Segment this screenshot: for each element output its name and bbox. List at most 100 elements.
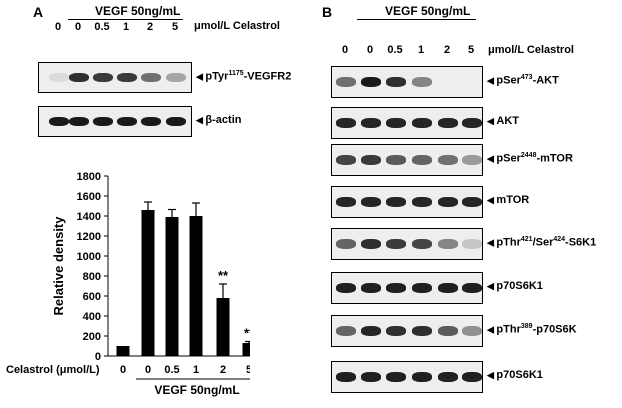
x-category-label: 2 bbox=[220, 364, 226, 376]
panel-b-treatment-line bbox=[357, 19, 476, 20]
panel-a-lane-label: 0 bbox=[74, 21, 82, 33]
panel-b-band bbox=[386, 117, 406, 129]
panel-b-band bbox=[438, 238, 458, 250]
significance-marker: ** bbox=[244, 326, 250, 341]
bar bbox=[242, 343, 250, 356]
relative-density-chart: 020040060080010001200140016001800Relativ… bbox=[6, 171, 250, 397]
panel-b-band bbox=[361, 371, 381, 383]
panel-b-blot-label: ◀ AKT bbox=[487, 115, 519, 127]
panel-b-band bbox=[462, 371, 482, 383]
panel-b-band bbox=[386, 371, 406, 383]
blot-label-text: pSer bbox=[496, 74, 521, 87]
panel-b-band bbox=[386, 76, 406, 88]
panel-a-letter: A bbox=[33, 4, 44, 20]
panel-b-lane-label: 0 bbox=[341, 44, 349, 56]
blot-label-text: pSer bbox=[496, 152, 521, 165]
panel-b-blot bbox=[331, 144, 483, 176]
pointer-arrow-icon: ◀ bbox=[487, 237, 497, 248]
panel-b-blot bbox=[331, 272, 483, 304]
panel-b-band bbox=[386, 282, 406, 294]
blot-label-text: -p70S6K bbox=[532, 323, 577, 336]
pointer-arrow-icon: ◀ bbox=[487, 116, 497, 126]
significance-marker: ** bbox=[218, 268, 229, 283]
blot-label-superscript: 421 bbox=[520, 236, 533, 243]
panel-b-band bbox=[412, 76, 432, 88]
y-tick-label: 1800 bbox=[77, 171, 101, 183]
bar bbox=[189, 216, 203, 356]
panel-a-lane-label: 0 bbox=[54, 21, 62, 33]
panel-a-band bbox=[49, 72, 69, 83]
panel-b-lane-label: 5 bbox=[467, 44, 475, 56]
panel-a-blot-label: ◀ pTyr1175-VEGFR2 bbox=[196, 70, 291, 83]
panel-b-band bbox=[386, 325, 406, 337]
panel-a-blot bbox=[38, 62, 192, 93]
x-axis-label: Celastrol (μmol/L) bbox=[6, 364, 100, 376]
panel-b-blot bbox=[331, 66, 483, 98]
panel-b-band bbox=[462, 325, 482, 337]
panel-a-band bbox=[166, 116, 186, 127]
panel-b-band bbox=[438, 371, 458, 383]
blot-label-text: pTyr bbox=[205, 70, 229, 83]
panel-b-band bbox=[386, 238, 406, 250]
panel-a-treatment-line bbox=[68, 19, 183, 20]
panel-b-blot-label: ◀ pThr421/Ser424-S6K1 bbox=[487, 236, 596, 249]
panel-b-band bbox=[462, 154, 482, 166]
pointer-arrow-icon: ◀ bbox=[487, 75, 497, 86]
panel-a-band bbox=[69, 116, 89, 127]
blot-label-text: AKT bbox=[496, 115, 520, 127]
pointer-arrow-icon: ◀ bbox=[487, 324, 497, 335]
panel-a-unit-label: μmol/L Celastrol bbox=[194, 20, 280, 32]
panel-b-unit-label: μmol/L Celastrol bbox=[488, 44, 574, 56]
y-tick-label: 600 bbox=[83, 291, 101, 303]
panel-a-lane-label: 1 bbox=[122, 21, 130, 33]
bar bbox=[116, 346, 130, 356]
y-tick-label: 1000 bbox=[77, 251, 101, 263]
panel-b-band bbox=[462, 196, 482, 208]
panel-b-blot bbox=[331, 107, 483, 139]
blot-label-text: -S6K1 bbox=[565, 236, 597, 249]
y-tick-label: 1400 bbox=[77, 211, 101, 223]
panel-b-band bbox=[438, 196, 458, 208]
panel-b-band bbox=[412, 196, 432, 208]
panel-b-blot-label: ◀ p70S6K1 bbox=[487, 369, 543, 381]
panel-a-band bbox=[93, 72, 113, 83]
x-category-label: 0.5 bbox=[164, 364, 179, 376]
x-category-label: 0 bbox=[120, 364, 126, 376]
panel-b-band bbox=[336, 325, 356, 337]
panel-a-lane-label: 0.5 bbox=[94, 21, 110, 33]
panel-b-band bbox=[361, 76, 381, 88]
panel-b-band bbox=[361, 196, 381, 208]
blot-label-superscript: 473 bbox=[520, 74, 533, 81]
panel-b-blot bbox=[331, 228, 483, 260]
panel-b-lane-label: 1 bbox=[417, 44, 425, 56]
blot-label-superscript: 424 bbox=[553, 236, 566, 243]
panel-b-blot-label: ◀ pThr389-p70S6K bbox=[487, 323, 577, 336]
panel-b-band bbox=[336, 117, 356, 129]
panel-b-band bbox=[438, 282, 458, 294]
panel-b-band bbox=[438, 325, 458, 337]
pointer-arrow-icon: ◀ bbox=[487, 195, 497, 205]
panel-b-band bbox=[361, 238, 381, 250]
panel-b-band bbox=[361, 282, 381, 294]
panel-b-treatment-header: VEGF 50ng/mL bbox=[385, 4, 471, 18]
panel-b-band bbox=[412, 325, 432, 337]
panel-b-band bbox=[336, 154, 356, 166]
panel-b-band bbox=[462, 238, 482, 250]
blot-label-superscript: 389 bbox=[520, 323, 533, 330]
panel-b-blot bbox=[331, 361, 483, 393]
bar bbox=[216, 298, 230, 356]
blot-label-superscript: 2448 bbox=[520, 152, 537, 159]
x-category-label: 5 bbox=[246, 364, 250, 376]
pointer-arrow-icon: ◀ bbox=[196, 71, 206, 82]
panel-a-blot bbox=[38, 106, 192, 137]
blot-label-text: /Ser bbox=[532, 236, 554, 249]
panel-b-band bbox=[336, 282, 356, 294]
blot-label-text: β-actin bbox=[205, 113, 242, 126]
panel-b-lane-label: 0 bbox=[366, 44, 374, 56]
blot-label-text: -AKT bbox=[532, 74, 559, 87]
panel-a-blot-label: ◀ β-actin bbox=[196, 114, 241, 126]
blot-label-text: p70S6K1 bbox=[496, 369, 543, 381]
panel-b-band bbox=[361, 325, 381, 337]
blot-label-text: mTOR bbox=[496, 194, 530, 206]
panel-b-band bbox=[412, 238, 432, 250]
